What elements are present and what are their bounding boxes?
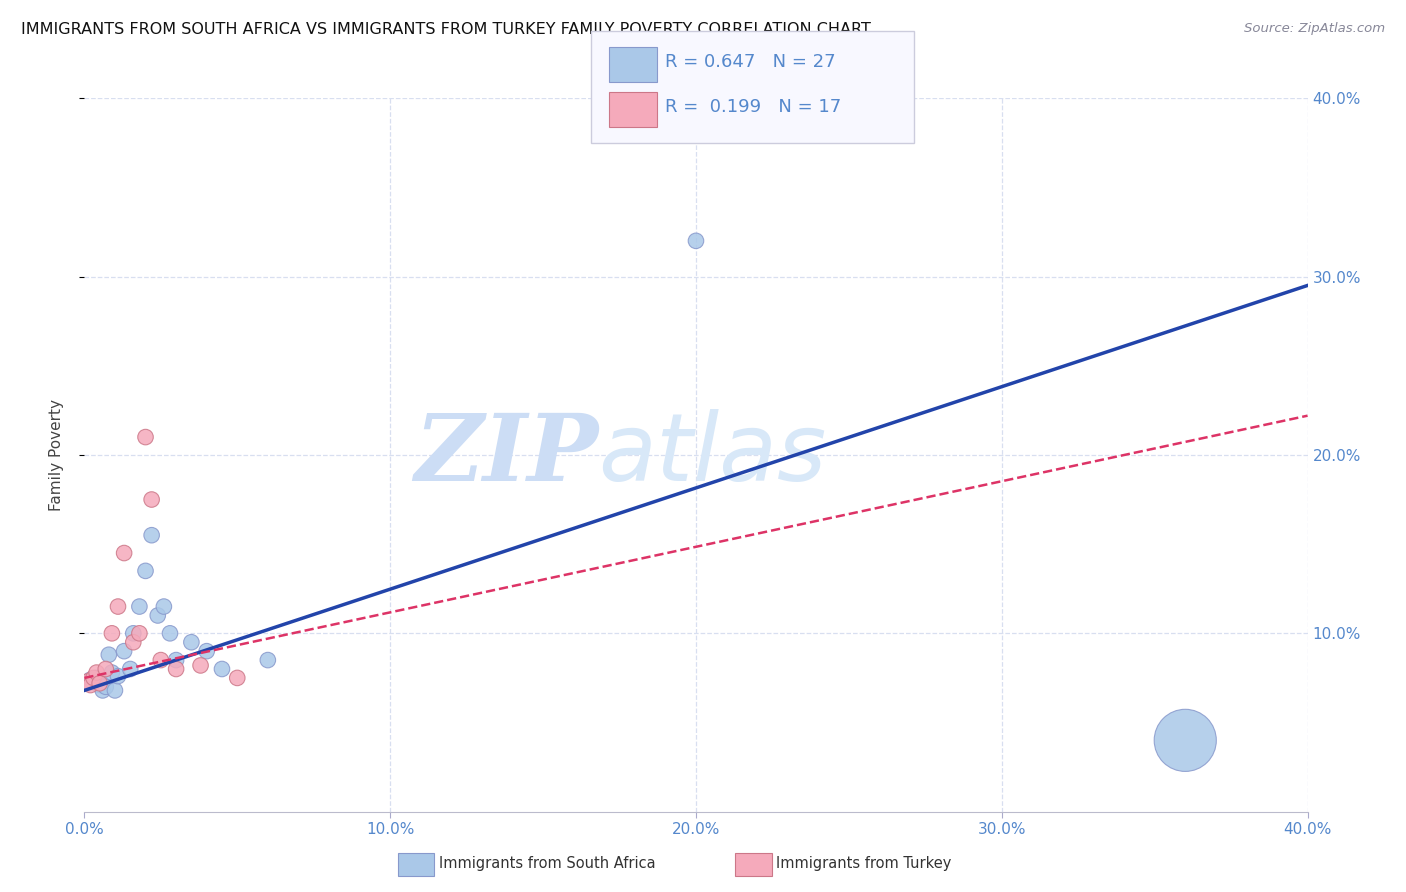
Text: R = 0.647   N = 27: R = 0.647 N = 27 <box>665 53 835 70</box>
Point <box>120 662 142 676</box>
Text: atlas: atlas <box>598 409 827 500</box>
Point <box>97 648 120 662</box>
Point <box>89 678 111 692</box>
Point <box>226 671 249 685</box>
Point <box>128 626 150 640</box>
Point <box>122 626 145 640</box>
Point <box>83 674 105 689</box>
Point <box>685 234 707 248</box>
Point <box>83 671 105 685</box>
Point <box>135 564 157 578</box>
Point <box>112 546 135 560</box>
Point <box>79 673 101 687</box>
Point <box>94 680 117 694</box>
Text: ZIP: ZIP <box>413 410 598 500</box>
Text: Immigrants from Turkey: Immigrants from Turkey <box>776 856 952 871</box>
Point <box>104 683 127 698</box>
Point <box>101 665 124 680</box>
Point <box>122 635 145 649</box>
Point <box>153 599 176 614</box>
Point <box>141 492 163 507</box>
Point <box>165 662 187 676</box>
Point <box>89 676 111 690</box>
Point <box>91 683 114 698</box>
Y-axis label: Family Poverty: Family Poverty <box>49 399 63 511</box>
Point <box>257 653 280 667</box>
Point <box>128 599 150 614</box>
Point <box>107 669 129 683</box>
Point <box>76 674 98 689</box>
Point <box>79 678 101 692</box>
Point <box>112 644 135 658</box>
Text: Source: ZipAtlas.com: Source: ZipAtlas.com <box>1244 22 1385 36</box>
Text: R =  0.199   N = 17: R = 0.199 N = 17 <box>665 98 841 116</box>
Text: Immigrants from South Africa: Immigrants from South Africa <box>439 856 655 871</box>
Point <box>1174 733 1197 747</box>
Point <box>86 665 108 680</box>
Point <box>165 653 187 667</box>
Point <box>101 626 124 640</box>
Point <box>86 671 108 685</box>
Point <box>94 662 117 676</box>
Point <box>211 662 233 676</box>
Point <box>135 430 157 444</box>
Text: IMMIGRANTS FROM SOUTH AFRICA VS IMMIGRANTS FROM TURKEY FAMILY POVERTY CORRELATIO: IMMIGRANTS FROM SOUTH AFRICA VS IMMIGRAN… <box>21 22 870 37</box>
Point <box>76 676 98 690</box>
Point <box>159 626 181 640</box>
Point <box>180 635 202 649</box>
Point <box>195 644 218 658</box>
Point <box>141 528 163 542</box>
Point <box>149 653 172 667</box>
Point <box>107 599 129 614</box>
Point <box>190 658 212 673</box>
Point <box>146 608 169 623</box>
